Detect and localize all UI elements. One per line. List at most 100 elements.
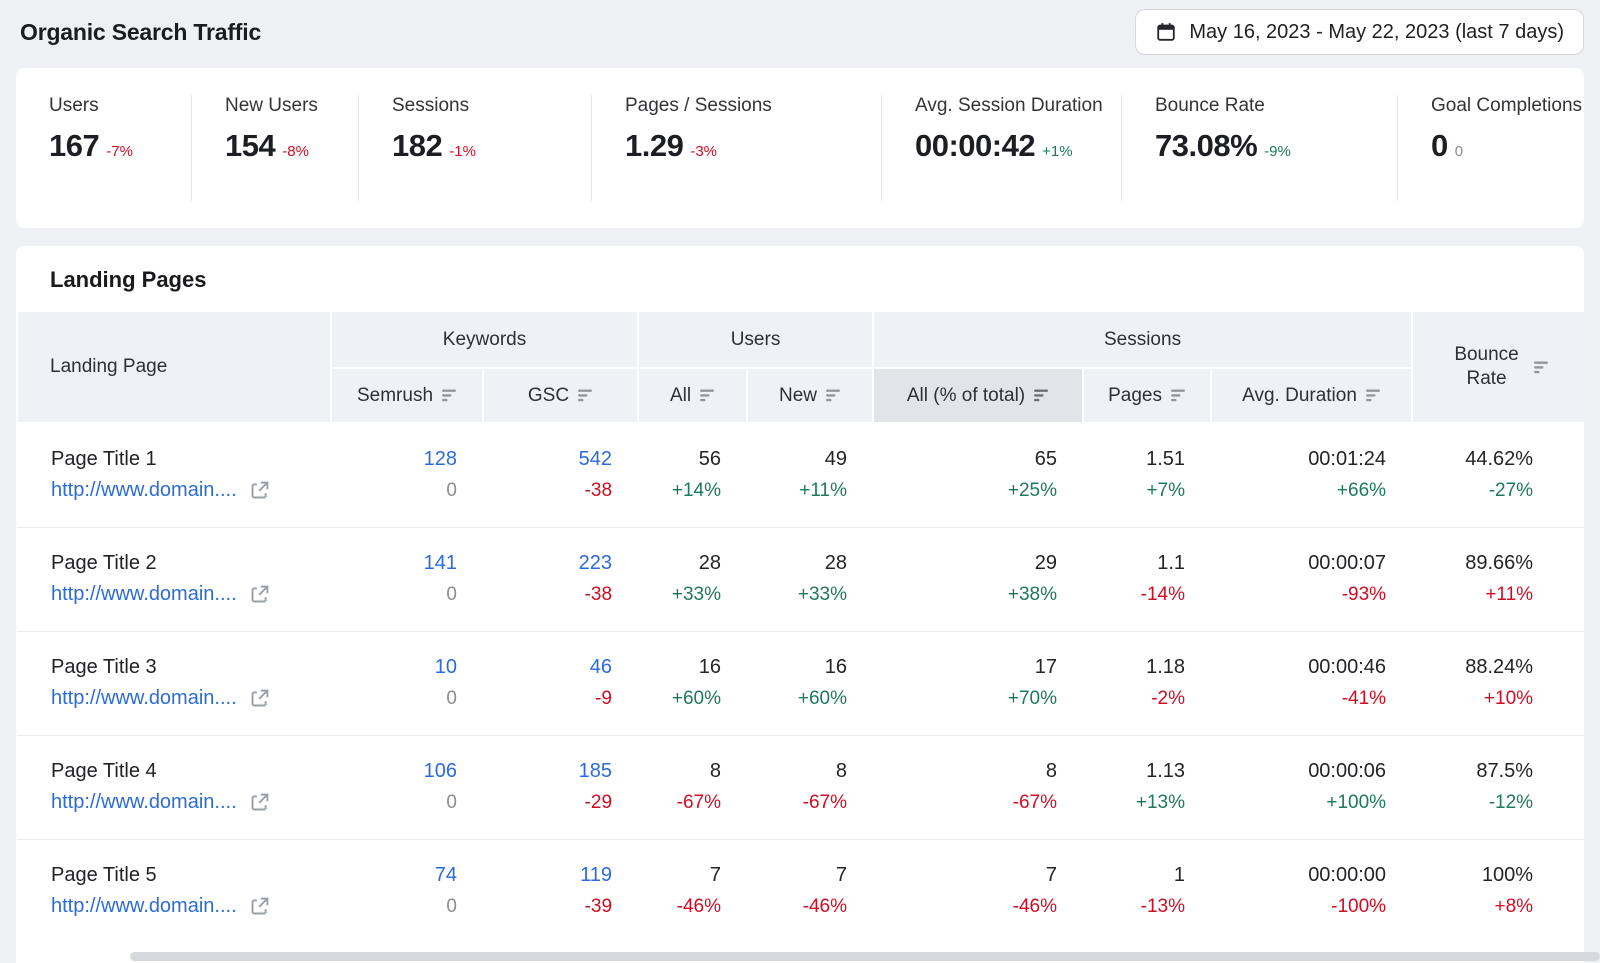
sort-icon[interactable] <box>1534 361 1549 374</box>
kpi-delta: 0 <box>1455 143 1463 160</box>
landing-page-link[interactable]: http://www.domain.... <box>51 579 237 610</box>
gsc-label: GSC <box>528 385 569 407</box>
kpi-item: Goal Completions 00 <box>1397 95 1582 201</box>
kpi-delta: -9% <box>1264 143 1291 160</box>
cell-value: 1.18 <box>1083 652 1185 683</box>
date-range-picker[interactable]: May 16, 2023 - May 22, 2023 (last 7 days… <box>1135 9 1584 55</box>
sort-icon[interactable] <box>1171 389 1186 402</box>
sort-icon[interactable] <box>1034 389 1049 402</box>
cell-value: 16 <box>638 652 721 683</box>
cell-bounce-rate: 89.66% +11% <box>1412 527 1584 631</box>
cell-value[interactable]: 106 <box>331 756 457 787</box>
kpi-label: Bounce Rate <box>1155 95 1397 117</box>
kpi-value: 73.08% <box>1155 128 1257 163</box>
cell-value: 88.24% <box>1412 652 1533 683</box>
sort-icon[interactable] <box>578 389 593 402</box>
cell-value[interactable]: 46 <box>483 652 612 683</box>
scrollbar-thumb[interactable] <box>130 952 1600 961</box>
top-bar: Organic Search Traffic May 16, 2023 - Ma… <box>0 0 1600 60</box>
kpi-delta: -3% <box>690 143 717 160</box>
cell-avg-duration: 00:00:06 +100% <box>1211 735 1412 839</box>
cell-sessions-pages: 1.51 +7% <box>1083 423 1211 527</box>
pages-label: Pages <box>1108 385 1162 407</box>
cell-delta: -14% <box>1083 579 1185 610</box>
landing-page-link[interactable]: http://www.domain.... <box>51 787 237 818</box>
cell-value[interactable]: 542 <box>483 444 612 475</box>
kpi-label: Avg. Session Duration <box>915 95 1121 117</box>
cell-delta: +60% <box>638 683 721 714</box>
column-header-bounce-rate[interactable]: Bounce Rate <box>1412 311 1584 423</box>
cell-value[interactable]: 141 <box>331 548 457 579</box>
landing-pages-title: Landing Pages <box>16 246 1584 310</box>
cell-delta: +60% <box>747 683 847 714</box>
external-link-icon[interactable] <box>249 688 270 709</box>
kpi-item: Bounce Rate 73.08% -9% <box>1121 95 1397 201</box>
external-link-icon[interactable] <box>249 480 270 501</box>
landing-pages-card: Landing Pages Landing Page Keywords User… <box>16 246 1584 963</box>
cell-keywords-semrush: 128 0 <box>331 423 483 527</box>
column-group-users: Users <box>638 311 873 368</box>
kpi-delta: -1% <box>449 143 476 160</box>
cell-delta: -41% <box>1211 683 1386 714</box>
cell-value[interactable]: 10 <box>331 652 457 683</box>
cell-delta: -13% <box>1083 891 1185 922</box>
page-title-text: Page Title 4 <box>51 756 331 787</box>
date-range-label: May 16, 2023 - May 22, 2023 (last 7 days… <box>1189 21 1564 44</box>
cell-delta: -2% <box>1083 683 1185 714</box>
cell-delta: +25% <box>873 475 1057 506</box>
cell-value: 17 <box>873 652 1057 683</box>
cell-value[interactable]: 119 <box>483 860 612 891</box>
column-header-pages[interactable]: Pages <box>1083 368 1211 423</box>
sort-icon[interactable] <box>1366 389 1381 402</box>
cell-landing-page: Page Title 4 http://www.domain.... <box>17 735 331 839</box>
kpi-label: Sessions <box>392 95 591 117</box>
column-header-users-all[interactable]: All <box>638 368 747 423</box>
cell-delta: -46% <box>638 891 721 922</box>
cell-value[interactable]: 74 <box>331 860 457 891</box>
cell-users-all: 56 +14% <box>638 423 747 527</box>
column-header-avg-duration[interactable]: Avg. Duration <box>1211 368 1412 423</box>
cell-sessions-all: 8 -67% <box>873 735 1083 839</box>
cell-delta: -27% <box>1412 475 1533 506</box>
cell-keywords-semrush: 10 0 <box>331 631 483 735</box>
cell-sessions-all: 17 +70% <box>873 631 1083 735</box>
column-header-gsc[interactable]: GSC <box>483 368 638 423</box>
page-title: Organic Search Traffic <box>20 19 261 46</box>
cell-delta: +11% <box>747 475 847 506</box>
cell-users-all: 8 -67% <box>638 735 747 839</box>
kpi-label: Goal Completions <box>1431 95 1582 117</box>
sort-icon[interactable] <box>826 389 841 402</box>
sort-icon[interactable] <box>700 389 715 402</box>
column-header-sessions-all[interactable]: All (% of total) <box>873 368 1083 423</box>
cell-value[interactable]: 185 <box>483 756 612 787</box>
avg-duration-label: Avg. Duration <box>1242 385 1357 407</box>
page-title-text: Page Title 3 <box>51 652 331 683</box>
sort-icon[interactable] <box>442 389 457 402</box>
column-header-semrush[interactable]: Semrush <box>331 368 483 423</box>
external-link-icon[interactable] <box>249 792 270 813</box>
cell-delta: -9 <box>483 683 612 714</box>
kpi-item: Avg. Session Duration 00:00:42+1% <box>881 95 1121 201</box>
landing-page-link[interactable]: http://www.domain.... <box>51 683 237 714</box>
horizontal-scrollbar[interactable] <box>0 950 1600 963</box>
landing-page-link[interactable]: http://www.domain.... <box>51 891 237 922</box>
column-group-sessions: Sessions <box>873 311 1412 368</box>
table-row: Page Title 4 http://www.domain.... 106 <box>17 735 1584 839</box>
cell-value[interactable]: 128 <box>331 444 457 475</box>
cell-users-all: 16 +60% <box>638 631 747 735</box>
cell-value: 65 <box>873 444 1057 475</box>
kpi-label: New Users <box>225 95 358 117</box>
cell-value: 1.51 <box>1083 444 1185 475</box>
cell-avg-duration: 00:00:46 -41% <box>1211 631 1412 735</box>
cell-value[interactable]: 223 <box>483 548 612 579</box>
cell-delta: 0 <box>331 579 457 610</box>
landing-page-link[interactable]: http://www.domain.... <box>51 475 237 506</box>
external-link-icon[interactable] <box>249 584 270 605</box>
cell-value: 00:00:00 <box>1211 860 1386 891</box>
cell-avg-duration: 00:00:07 -93% <box>1211 527 1412 631</box>
external-link-icon[interactable] <box>249 896 270 917</box>
cell-users-all: 28 +33% <box>638 527 747 631</box>
cell-delta: -46% <box>747 891 847 922</box>
cell-delta: -39 <box>483 891 612 922</box>
column-header-users-new[interactable]: New <box>747 368 873 423</box>
